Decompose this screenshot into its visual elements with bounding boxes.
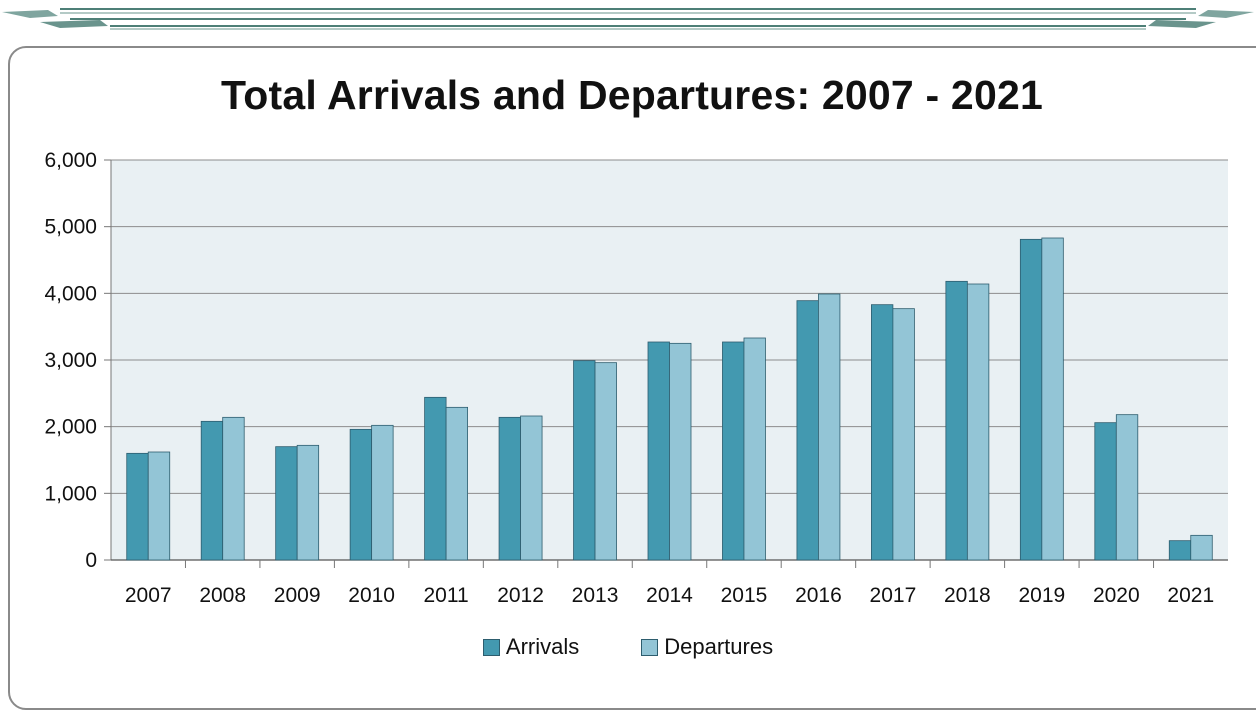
bar-departures-2017 [892,308,915,561]
bar-arrivals-2019 [1019,238,1043,561]
legend-label-departures: Departures [664,634,774,659]
x-tick-label: 2016 [795,584,842,607]
x-tick-label: 2018 [944,584,991,607]
bar-departures-2012 [520,415,543,561]
x-tick-label: 2017 [870,584,917,607]
bar-arrivals-2011 [424,396,447,561]
bar-departures-2015 [743,337,766,561]
legend-item-arrivals: Arrivals [482,634,580,660]
x-tick-label: 2019 [1018,584,1065,607]
bar-arrivals-2013 [573,360,596,561]
y-tick-label: 5,000 [44,216,97,239]
bar-departures-2013 [594,362,617,561]
bar-arrivals-2021 [1168,540,1192,561]
x-tick-label: 2013 [572,584,619,607]
y-tick-label: 1,000 [44,482,97,505]
bar-arrivals-2017 [871,304,894,561]
bar-departures-2014 [669,342,692,561]
chart-title: Total Arrivals and Departures: 2007 - 20… [221,72,1043,118]
bar-departures-2011 [445,406,469,561]
y-tick-label: 4,000 [44,282,97,305]
legend-label-arrivals: Arrivals [505,634,580,659]
x-tick-label: 2012 [497,584,544,607]
bar-arrivals-2014 [647,341,670,561]
bar-arrivals-2015 [722,341,745,561]
bar-departures-2009 [296,444,320,561]
bar-departures-2019 [1041,237,1064,561]
y-tick-label: 0 [85,549,97,572]
bar-departures-2020 [1115,414,1139,561]
chart-legend: Arrivals Departures [0,634,1256,660]
x-tick-label: 2008 [199,584,246,607]
bar-departures-2016 [818,293,841,561]
bar-arrivals-2007 [126,452,149,561]
y-tick-label: 3,000 [44,349,97,372]
x-tick-label: 2020 [1093,584,1140,607]
legend-swatch-departures [641,638,659,656]
x-tick-label: 2021 [1167,584,1214,607]
x-tick-label: 2010 [348,584,395,607]
bar-arrivals-2012 [498,416,521,561]
x-tick-label: 2007 [125,584,172,607]
bar-chart: 0 1,000 2,000 3,000 4,000 5,000 6,000 2007 2008 2… [44,149,1228,607]
bar-departures-2021 [1190,534,1213,561]
bar-arrivals-2016 [796,300,819,561]
bar-departures-2018 [966,283,990,561]
bar-arrivals-2020 [1094,422,1117,561]
y-tick-label: 6,000 [44,149,97,172]
bar-arrivals-2009 [275,446,298,561]
x-tick-label: 2009 [274,584,321,607]
bar-arrivals-2018 [945,280,968,561]
bar-departures-2007 [147,451,171,561]
bar-arrivals-2010 [349,428,373,561]
x-tick-label: 2011 [424,584,469,607]
legend-swatch-arrivals [482,638,500,656]
bar-departures-2010 [371,424,394,561]
decorative-header-lines [2,8,1254,30]
x-tick-label: 2014 [646,584,693,607]
bar-departures-2008 [222,416,245,561]
x-tick-label: 2015 [721,584,768,607]
y-tick-label: 2,000 [44,416,97,439]
legend-item-departures: Departures [641,634,773,660]
bar-arrivals-2008 [200,420,224,561]
